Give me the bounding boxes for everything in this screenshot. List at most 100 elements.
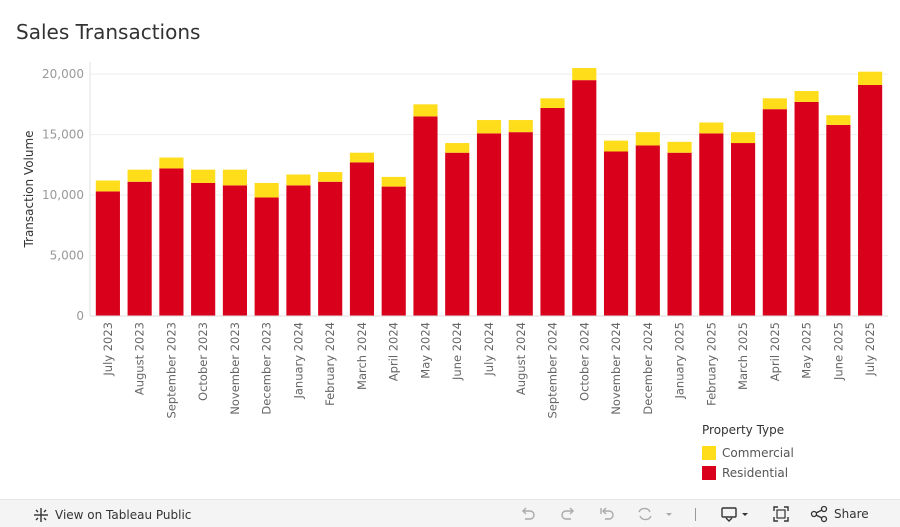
x-tick-label: May 2024 [418,322,432,379]
bar-commercial[interactable] [635,132,660,146]
bar-commercial[interactable] [95,180,120,192]
bar-commercial[interactable] [413,104,438,117]
x-tick-label: September 2023 [164,322,178,419]
view-on-tableau-public-label: View on Tableau Public [55,508,192,522]
bar-commercial[interactable] [508,120,533,133]
bar-residential[interactable] [826,124,851,317]
x-tick-label: August 2024 [514,322,528,395]
bar-residential[interactable] [794,101,819,317]
bar-residential[interactable] [762,109,787,317]
x-tick-label: June 2025 [831,322,845,381]
tableau-logo-icon [34,508,48,522]
legend-swatch-residential [702,466,716,480]
legend-item-residential[interactable]: Residential [702,463,794,483]
redo-button[interactable] [559,505,577,523]
bar-residential[interactable] [95,191,120,316]
bar-commercial[interactable] [381,176,406,187]
bar-commercial[interactable] [858,71,883,85]
revert-button[interactable] [598,505,616,523]
bar-commercial[interactable] [794,91,819,102]
bar-commercial[interactable] [603,140,629,152]
bar-residential[interactable] [159,168,184,316]
legend-swatch-commercial [702,446,716,460]
bar-residential[interactable] [603,151,629,316]
download-icon [721,507,748,522]
bar-commercial[interactable] [127,169,152,182]
bar-commercial[interactable] [318,172,343,182]
bar-commercial[interactable] [349,152,375,163]
x-tick-label: November 2024 [609,322,623,415]
toolbar-divider [695,508,696,521]
x-tick-label: December 2024 [641,322,655,415]
y-tick-label: 20,000 [42,67,84,81]
bar-commercial[interactable] [572,68,597,81]
legend-label-residential: Residential [722,466,789,480]
bar-commercial[interactable] [476,120,502,134]
revert-icon [600,507,614,520]
bar-residential[interactable] [858,84,883,316]
bar-commercial[interactable] [222,169,247,186]
x-tick-label: October 2024 [577,322,591,401]
bar-residential[interactable] [572,80,597,317]
bar-residential[interactable] [349,162,375,316]
fullscreen-button[interactable] [772,505,790,523]
bar-commercial[interactable] [731,132,756,144]
x-tick-label: July 2023 [101,322,115,377]
undo-button[interactable] [519,505,537,523]
x-tick-label: March 2024 [355,322,369,390]
bar-residential[interactable] [635,145,660,316]
bar-residential[interactable] [286,185,311,316]
pause-updates-button[interactable] [636,505,676,523]
x-tick-label: October 2023 [196,322,210,401]
refresh-icon [638,507,672,521]
bar-residential[interactable] [508,132,533,316]
bar-residential[interactable] [191,182,216,316]
share-icon [810,505,828,523]
bar-commercial[interactable] [667,141,692,153]
x-tick-label: May 2025 [800,322,814,379]
bar-residential[interactable] [127,181,152,316]
x-tick-label: April 2024 [387,322,401,381]
legend-title: Property Type [702,423,785,437]
y-tick-label: 10,000 [42,188,84,202]
bar-commercial[interactable] [540,98,565,108]
bar-residential[interactable] [540,107,565,316]
x-tick-label: February 2025 [704,322,718,406]
bar-commercial[interactable] [191,169,216,183]
legend: Property Type Commercial Residential [702,423,794,483]
bar-residential[interactable] [476,133,502,316]
bar-commercial[interactable] [762,98,787,110]
x-tick-label: June 2024 [450,322,464,381]
bar-residential[interactable] [699,133,724,316]
x-tick-label: July 2025 [863,322,877,377]
bar-residential[interactable] [254,197,279,316]
bar-commercial[interactable] [445,143,470,153]
bar-commercial[interactable] [254,182,279,198]
bar-commercial[interactable] [159,157,184,169]
bar-residential[interactable] [381,186,406,316]
x-tick-label: February 2024 [323,322,337,406]
bar-commercial[interactable] [699,122,724,134]
bar-commercial[interactable] [286,174,311,186]
bar-residential[interactable] [667,152,692,316]
bar-residential[interactable] [318,181,343,316]
download-button[interactable] [720,505,752,523]
tableau-toolbar: View on Tableau Public [0,499,900,527]
bar-residential[interactable] [445,152,470,316]
bar-residential[interactable] [413,116,438,316]
bar-commercial[interactable] [826,115,851,125]
view-on-tableau-public-link[interactable]: View on Tableau Public [32,506,191,524]
x-tick-label: July 2024 [482,322,496,377]
fullscreen-icon [773,506,789,522]
undo-icon [522,507,535,520]
bar-residential[interactable] [222,185,247,316]
bar-residential[interactable] [731,143,756,316]
share-button[interactable]: Share [810,505,869,523]
chart-title: Sales Transactions [16,20,201,44]
x-tick-label: January 2024 [291,322,305,400]
y-tick-label: 5,000 [50,249,84,263]
x-tick-label: December 2023 [260,322,274,415]
x-tick-label: November 2023 [228,322,242,415]
x-tick-label: April 2025 [768,322,782,381]
legend-item-commercial[interactable]: Commercial [702,443,794,463]
